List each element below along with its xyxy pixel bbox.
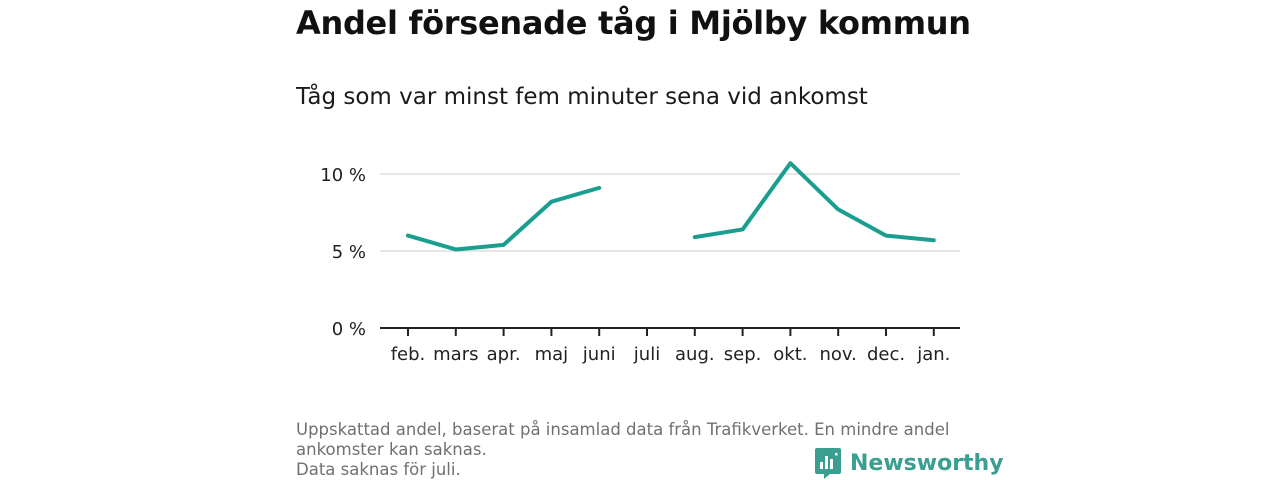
x-tick-label: maj bbox=[535, 344, 569, 365]
x-tick-labels: feb. mars apr. maj juni juli aug. sep. okt. nov. d… bbox=[391, 344, 951, 365]
x-tick-label: juli bbox=[633, 344, 660, 365]
footnote: Uppskattad andel, baserat på insamlad da… bbox=[296, 420, 986, 480]
x-tick-label: jan. bbox=[916, 344, 950, 365]
x-tick-label: apr. bbox=[487, 344, 521, 365]
y-tick-label: 5 % bbox=[332, 242, 366, 263]
series-line bbox=[692, 161, 936, 243]
x-tick-label: feb. bbox=[391, 344, 426, 365]
y-tick-label: 0 % bbox=[332, 319, 366, 340]
line-chart: 0 % 5 % 10 % feb. mars apr. maj juni juli aug. se… bbox=[320, 161, 960, 365]
x-tick-label: juni bbox=[582, 344, 616, 365]
x-tick-label: dec. bbox=[867, 344, 905, 365]
series-line bbox=[406, 185, 602, 252]
x-tick-label: mars bbox=[433, 344, 478, 365]
brand-name: Newsworthy bbox=[850, 450, 1004, 476]
x-tick-label: nov. bbox=[819, 344, 856, 365]
footnote-source: Uppskattad andel, baserat på insamlad da… bbox=[296, 420, 950, 459]
series-lines bbox=[406, 161, 936, 252]
chart-title: Andel försenade tåg i Mjölby kommun bbox=[296, 4, 971, 42]
y-tick-labels: 0 % 5 % 10 % bbox=[320, 165, 366, 340]
footnote-missing: Data saknas för juli. bbox=[296, 460, 461, 479]
chart-subtitle: Tåg som var minst fem minuter sena vid a… bbox=[296, 84, 868, 110]
bar-chart-icon bbox=[815, 448, 841, 479]
x-tick-label: aug. bbox=[675, 344, 715, 365]
y-tick-label: 10 % bbox=[320, 165, 366, 186]
x-tick-label: sep. bbox=[724, 344, 762, 365]
brand-logo: Newsworthy bbox=[814, 446, 1004, 480]
grid-lines bbox=[380, 173, 960, 252]
x-tick-label: okt. bbox=[773, 344, 807, 365]
x-tick-marks bbox=[407, 328, 935, 336]
